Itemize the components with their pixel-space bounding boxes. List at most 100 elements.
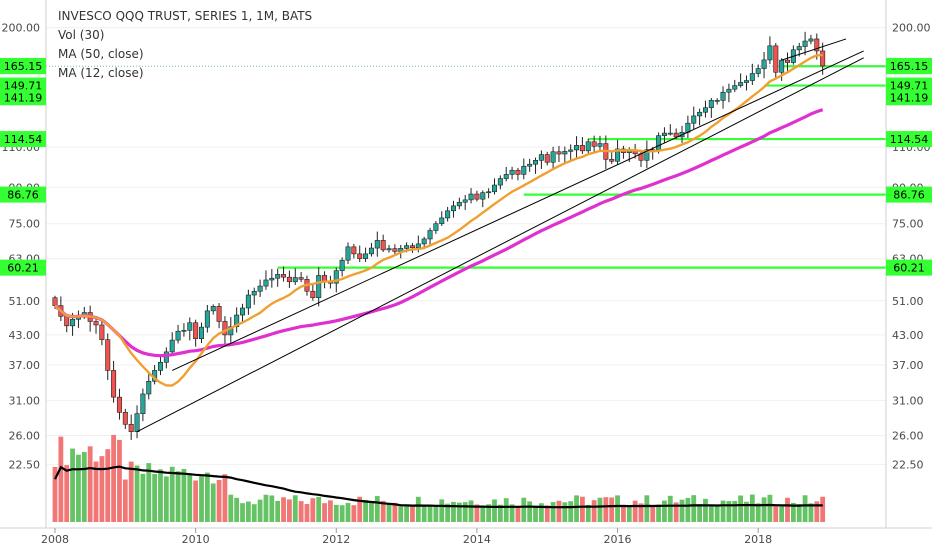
volume-bar	[650, 505, 656, 522]
price-axis[interactable]: 200.00200.00110.00110.0090.0090.0075.007…	[2, 22, 931, 472]
volume-bar	[697, 504, 702, 522]
candle	[702, 100, 708, 118]
trend-line[interactable]	[171, 50, 864, 371]
volume-bar	[662, 500, 667, 522]
volume-bar	[158, 469, 163, 522]
candle	[720, 86, 726, 109]
price-badge-left: 60.21	[0, 259, 46, 276]
volume-bar	[234, 497, 240, 522]
volume-bar	[199, 476, 204, 522]
volume-bar	[275, 500, 281, 522]
volume-bar	[626, 505, 632, 522]
candle	[146, 372, 152, 400]
candle	[409, 243, 415, 253]
candle	[533, 157, 539, 174]
price-badge-label: 86.76	[7, 189, 39, 202]
volume-bar	[580, 496, 585, 522]
candle	[468, 188, 474, 204]
volume-bar	[621, 504, 626, 522]
legend-ma12[interactable]: MA (12, close)	[58, 66, 144, 80]
candle	[357, 245, 363, 262]
candle	[281, 266, 287, 282]
volume-bar	[357, 496, 363, 522]
candle	[140, 388, 146, 422]
volume-bar	[714, 506, 720, 522]
volume-bar	[550, 502, 556, 522]
candle	[802, 31, 808, 56]
volume-bar	[146, 463, 152, 522]
price-badge-left: 86.76	[0, 186, 46, 203]
volume-bar	[175, 471, 181, 522]
volume-bar	[820, 496, 826, 522]
volume-bar	[87, 446, 93, 522]
candle	[175, 324, 181, 344]
volume-bar	[398, 504, 404, 522]
price-badge-label: 86.76	[893, 189, 925, 202]
volume-bar	[796, 504, 802, 522]
price-badge-left: 141.19	[0, 89, 46, 106]
volume-bar	[808, 503, 814, 522]
candle	[368, 242, 374, 257]
volume-bars	[52, 434, 826, 522]
candle	[585, 138, 591, 154]
candle	[714, 98, 720, 105]
candle	[187, 317, 193, 341]
candle	[538, 150, 544, 170]
volume-bar	[404, 504, 409, 522]
volume-bar	[468, 500, 474, 522]
volume-bar	[163, 476, 169, 522]
volume-bar	[790, 502, 796, 522]
volume-bar	[140, 473, 146, 522]
candle	[363, 247, 369, 262]
volume-bar	[363, 499, 368, 522]
volume-bar	[503, 498, 509, 522]
trend-line[interactable]	[136, 57, 864, 433]
candle	[269, 269, 275, 288]
candle	[216, 303, 222, 329]
price-badge-right: 165.15	[886, 57, 932, 74]
volume-bar	[117, 439, 122, 522]
candle	[486, 188, 492, 199]
trend-lines[interactable]	[136, 38, 864, 433]
volume-bar	[245, 501, 251, 522]
volume-bar	[486, 504, 492, 522]
volume-bar	[322, 503, 327, 522]
volume-bar	[744, 501, 749, 522]
legend-volume[interactable]: Vol (30)	[58, 28, 104, 42]
volume-bar	[497, 504, 503, 522]
time-axis[interactable]: 2008 2010 2012 2014 2016 2018	[41, 528, 772, 546]
volume-bar	[480, 506, 486, 522]
volume-bar	[691, 495, 697, 522]
volume-bar	[755, 503, 761, 522]
x-tick-label: 2012	[322, 533, 350, 546]
trend-line[interactable]	[781, 38, 847, 61]
volume-bar	[767, 494, 773, 522]
volume-bar	[328, 500, 333, 522]
volume-bar	[351, 505, 357, 522]
candle	[181, 323, 187, 337]
x-tick-label: 2010	[182, 533, 210, 546]
price-badge-label: 165.15	[890, 60, 929, 73]
price-badge-label: 60.21	[7, 262, 39, 275]
y-tick-label-right: 37.00	[892, 359, 924, 372]
volume-bar	[369, 501, 374, 522]
candle	[738, 73, 744, 88]
volume-bar	[427, 505, 433, 522]
volume-bar	[380, 500, 386, 522]
volume-bar	[204, 472, 210, 522]
grid	[46, 27, 886, 465]
candle	[228, 317, 234, 345]
candle	[644, 140, 650, 169]
candle	[491, 178, 497, 195]
candle	[257, 279, 263, 297]
legend-ma50[interactable]: MA (50, close)	[58, 47, 144, 61]
candle	[509, 166, 515, 180]
price-badge-label: 114.54	[4, 133, 43, 146]
candle	[339, 257, 345, 277]
volume-bar	[814, 501, 820, 522]
volume-bar	[76, 454, 81, 522]
candle	[456, 197, 462, 210]
volume-bar	[562, 502, 568, 522]
